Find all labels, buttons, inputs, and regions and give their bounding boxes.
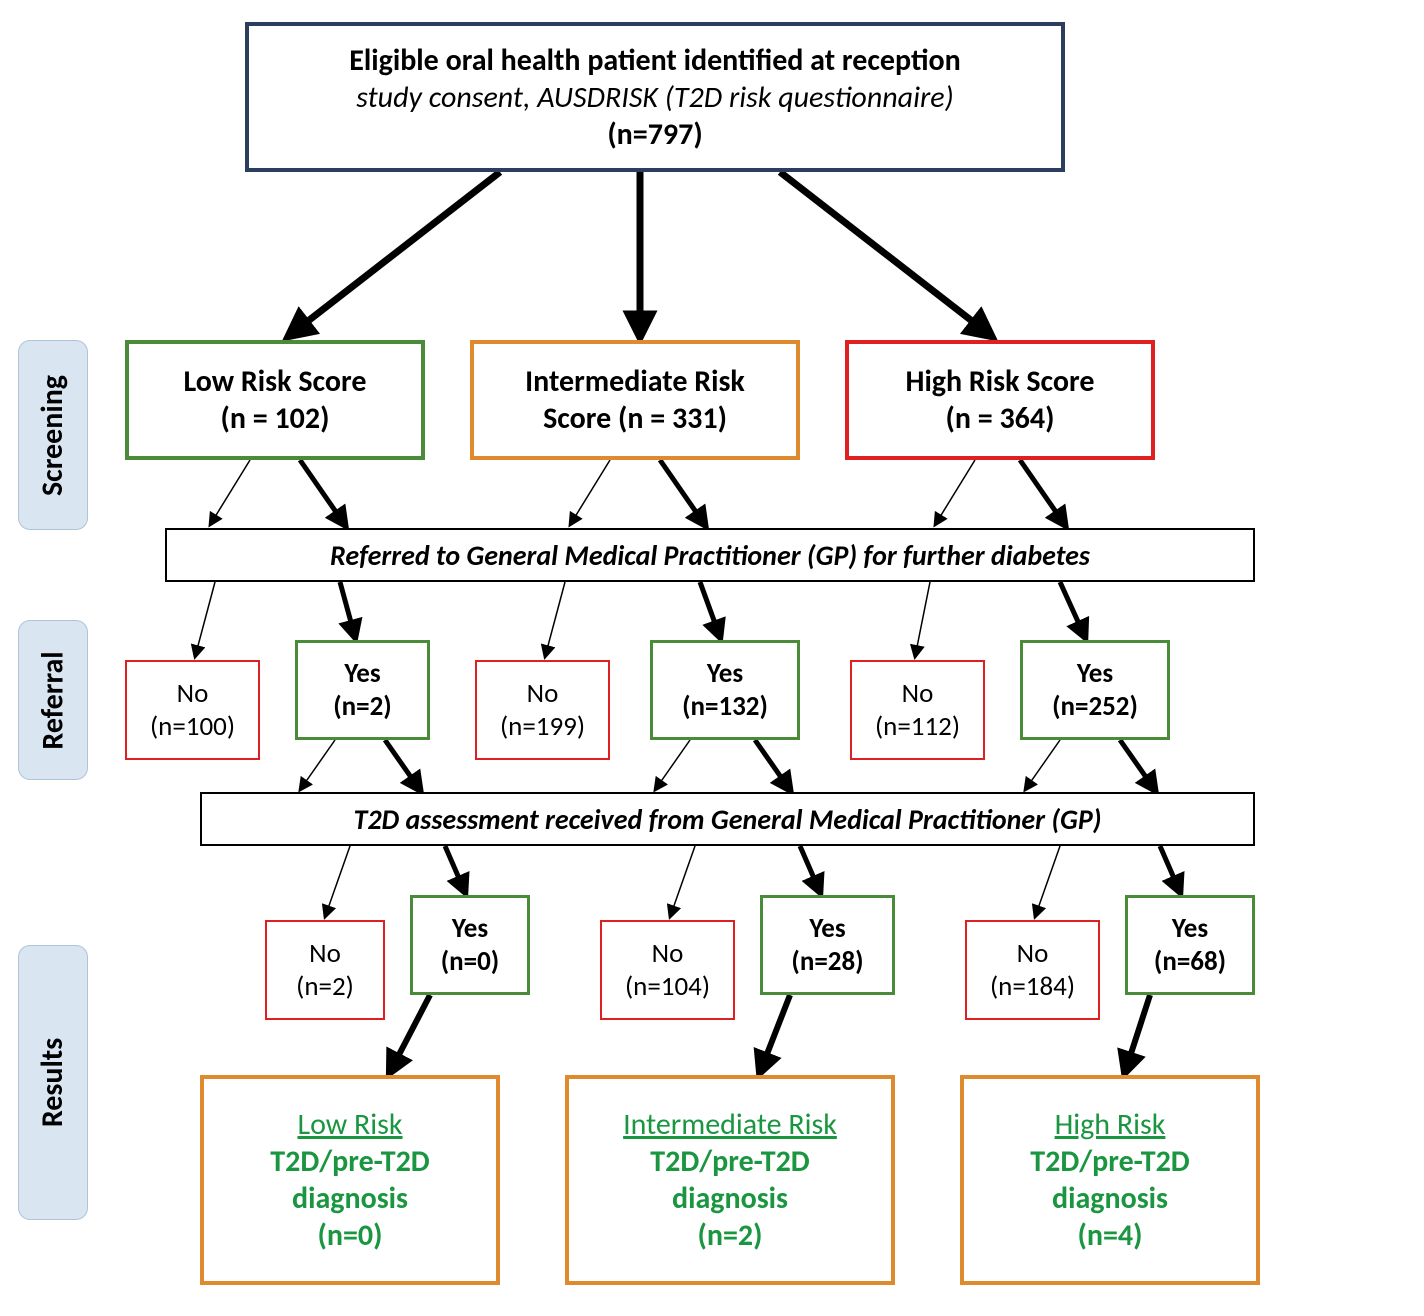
as-high-no: No (n=184) — [965, 920, 1100, 1020]
res-low-n: (n=0) — [318, 1217, 383, 1254]
ref-mid-no: No (n=199) — [475, 660, 610, 760]
as-mid-no-l1: No — [652, 937, 684, 970]
as-mid-no: No (n=104) — [600, 920, 735, 1020]
risk-low-n: (n = 102) — [221, 400, 330, 437]
result-mid: Intermediate Risk T2D/pre-T2D diagnosis … — [565, 1075, 895, 1285]
as-low-yes: Yes (n=0) — [410, 895, 530, 995]
ref-low-yes-l2: (n=2) — [333, 690, 391, 723]
res-mid-l3: diagnosis — [672, 1180, 788, 1217]
ref-low-yes-l1: Yes — [344, 657, 380, 690]
risk-low-label: Low Risk Score — [184, 363, 367, 400]
stage-screening: Screening — [18, 340, 88, 530]
as-low-no-l1: No — [309, 937, 341, 970]
ref-high-yes: Yes (n=252) — [1020, 640, 1170, 740]
ref-high-yes-l1: Yes — [1077, 657, 1113, 690]
ref-high-yes-l2: (n=252) — [1052, 690, 1138, 723]
result-high: High Risk T2D/pre-T2D diagnosis (n=4) — [960, 1075, 1260, 1285]
ref-low-no-l1: No — [177, 677, 209, 710]
as-mid-yes: Yes (n=28) — [760, 895, 895, 995]
res-low-title: Low Risk — [297, 1106, 402, 1143]
stage-screening-label: Screening — [35, 374, 72, 495]
assessment-bar: T2D assessment received from General Med… — [200, 792, 1255, 846]
as-mid-yes-l1: Yes — [809, 912, 845, 945]
res-high-title: High Risk — [1055, 1106, 1166, 1143]
res-low-l2: T2D/pre-T2D — [270, 1143, 429, 1180]
as-high-yes-l1: Yes — [1172, 912, 1208, 945]
ref-mid-no-l2: (n=199) — [500, 710, 585, 743]
referral-bar-text: Referred to General Medical Practitioner… — [330, 538, 1090, 573]
res-high-l2: T2D/pre-T2D — [1030, 1143, 1189, 1180]
res-low-l3: diagnosis — [292, 1180, 408, 1217]
as-low-no-l2: (n=2) — [296, 970, 354, 1003]
stage-referral-label: Referral — [35, 651, 72, 749]
ref-high-no-l1: No — [902, 677, 934, 710]
top-line3: (n=797) — [607, 116, 702, 153]
risk-high-label: High Risk Score — [906, 363, 1095, 400]
res-mid-l2: T2D/pre-T2D — [650, 1143, 809, 1180]
as-high-no-l1: No — [1017, 937, 1049, 970]
res-mid-title: Intermediate Risk — [623, 1106, 837, 1143]
ref-low-no: No (n=100) — [125, 660, 260, 760]
stage-results: Results — [18, 945, 88, 1220]
ref-low-yes: Yes (n=2) — [295, 640, 430, 740]
risk-mid-label2: Score (n = 331) — [543, 400, 727, 437]
res-mid-n: (n=2) — [698, 1217, 763, 1254]
as-high-yes-l2: (n=68) — [1154, 945, 1226, 978]
top-line1: Eligible oral health patient identified … — [349, 42, 961, 79]
as-high-yes: Yes (n=68) — [1125, 895, 1255, 995]
ref-mid-no-l1: No — [527, 677, 559, 710]
risk-high-box: High Risk Score (n = 364) — [845, 340, 1155, 460]
risk-high-n: (n = 364) — [946, 400, 1055, 437]
stage-results-label: Results — [35, 1038, 72, 1127]
risk-low-box: Low Risk Score (n = 102) — [125, 340, 425, 460]
res-high-n: (n=4) — [1078, 1217, 1143, 1254]
as-low-yes-l1: Yes — [452, 912, 488, 945]
ref-mid-yes-l2: (n=132) — [682, 690, 768, 723]
ref-high-no-l2: (n=112) — [875, 710, 960, 743]
top-line2: study consent, AUSDRISK (T2D risk questi… — [356, 79, 953, 116]
assessment-bar-text: T2D assessment received from General Med… — [353, 802, 1101, 837]
res-high-l3: diagnosis — [1052, 1180, 1168, 1217]
referral-bar: Referred to General Medical Practitioner… — [165, 528, 1255, 582]
as-mid-no-l2: (n=104) — [625, 970, 710, 1003]
as-low-yes-l2: (n=0) — [441, 945, 499, 978]
as-mid-yes-l2: (n=28) — [791, 945, 863, 978]
stage-referral: Referral — [18, 620, 88, 780]
as-high-no-l2: (n=184) — [990, 970, 1075, 1003]
as-low-no: No (n=2) — [265, 920, 385, 1020]
ref-mid-yes-l1: Yes — [707, 657, 743, 690]
ref-mid-yes: Yes (n=132) — [650, 640, 800, 740]
ref-low-no-l2: (n=100) — [150, 710, 235, 743]
risk-mid-box: Intermediate Risk Score (n = 331) — [470, 340, 800, 460]
result-low: Low Risk T2D/pre-T2D diagnosis (n=0) — [200, 1075, 500, 1285]
top-box: Eligible oral health patient identified … — [245, 22, 1065, 172]
risk-mid-label: Intermediate Risk — [525, 363, 745, 400]
ref-high-no: No (n=112) — [850, 660, 985, 760]
